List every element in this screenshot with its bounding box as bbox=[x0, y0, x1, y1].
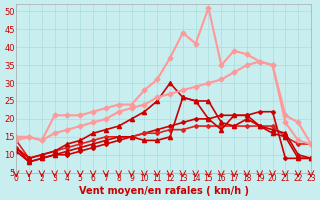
X-axis label: Vent moyen/en rafales ( km/h ): Vent moyen/en rafales ( km/h ) bbox=[79, 186, 249, 196]
